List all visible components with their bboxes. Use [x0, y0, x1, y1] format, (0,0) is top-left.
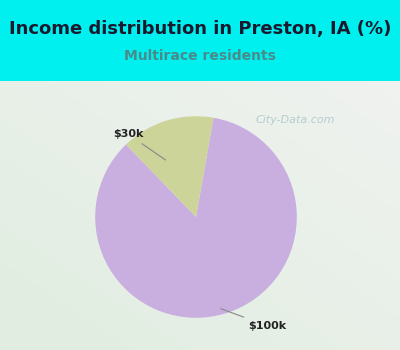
Text: Income distribution in Preston, IA (%): Income distribution in Preston, IA (%): [9, 20, 391, 38]
Text: $30k: $30k: [113, 130, 166, 160]
Text: $100k: $100k: [221, 309, 286, 331]
Text: Multirace residents: Multirace residents: [124, 49, 276, 63]
Wedge shape: [95, 118, 297, 318]
Text: City-Data.com: City-Data.com: [255, 116, 335, 125]
Wedge shape: [126, 116, 214, 217]
